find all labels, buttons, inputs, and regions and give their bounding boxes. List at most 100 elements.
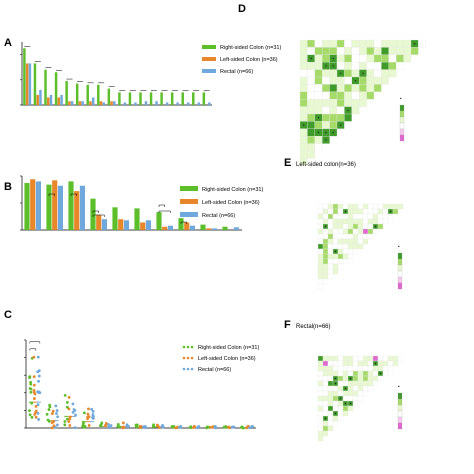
- heatmap-d-legend-gradient: [399, 122, 405, 130]
- heatmap-f-cell: [377, 355, 384, 362]
- heatmap-d-cell: [314, 69, 323, 78]
- panel-c-data-point: [28, 409, 31, 413]
- heatmap-d-cell: [307, 47, 315, 55]
- heatmap-e-cell: [317, 218, 324, 225]
- heatmap-e-cell: [327, 263, 334, 270]
- heatmap-e-significance-dot: [344, 210, 347, 213]
- heatmap-e-cell: [327, 238, 334, 245]
- panel-c-data-point: [34, 415, 38, 419]
- panel-a-bar: [86, 84, 89, 105]
- heatmap-f-significance-dot: [344, 402, 347, 405]
- heatmap-e-cell: [322, 203, 329, 210]
- heatmap-e-legend-gradient: [397, 264, 403, 272]
- heatmap-d-cell: [336, 91, 345, 100]
- panel-c-data-point: [32, 355, 36, 359]
- heatmap-e-cell: [357, 238, 364, 245]
- panel-c-significance-bracket: [29, 348, 37, 351]
- heatmap-d-cell: [366, 69, 375, 78]
- panel-c-data-point: [37, 374, 41, 378]
- heatmap-e-cell: [362, 223, 369, 230]
- heatmap-e-cell: [382, 213, 389, 220]
- heatmap-d-cell: [359, 99, 367, 107]
- heatmap-e-significance-dot: [334, 250, 337, 253]
- panel-c-data-point: [68, 424, 72, 427]
- heatmap-f-cell: [332, 390, 339, 397]
- heatmap-e-cell: [332, 213, 339, 220]
- heatmap-d-cell: [299, 99, 308, 107]
- heatmap-e-cell: [332, 258, 339, 265]
- heatmap-e-cell: [317, 223, 324, 230]
- panel-a-bar: [36, 94, 39, 105]
- heatmap-e-cell: [322, 213, 329, 220]
- heatmap-d-significance-dot: [325, 65, 327, 67]
- panel-c-data-point: [67, 420, 71, 424]
- heatmap-d-significance-dot: [340, 124, 342, 126]
- panel-label-a: A: [4, 37, 12, 49]
- panel-c-data-point: [32, 375, 36, 379]
- panel-c-data-point: [47, 408, 51, 411]
- heatmap-f-cell: [317, 415, 324, 422]
- panel-a-bar: [110, 101, 113, 105]
- heatmap-e-cell: [317, 243, 324, 250]
- heatmap-d-cell: [299, 150, 308, 159]
- heatmap-e-cell: [332, 218, 339, 225]
- heatmap-d-cell: [307, 128, 315, 137]
- heatmap-e-cell: [367, 228, 374, 235]
- heatmap-e-cell: [337, 233, 344, 240]
- heatmap-e-cell: [347, 228, 354, 235]
- heatmap-e-cell: [337, 243, 344, 250]
- panel-c-data-point: [33, 413, 37, 416]
- panel-a-bar: [113, 101, 116, 105]
- panel-label-d: D: [238, 3, 246, 15]
- heatmap-f-cell: [332, 355, 339, 362]
- heatmap-e-cell: [327, 243, 334, 250]
- panel-c-data-point: [55, 412, 58, 415]
- heatmap-d-cell: [336, 47, 345, 55]
- heatmap-d-significance-dot: [332, 131, 334, 134]
- legend-c-rectal-dot-2: [186, 367, 190, 371]
- heatmap-d-cell: [351, 91, 360, 100]
- heatmap-d-cell: [351, 84, 360, 92]
- heatmap-e-significance-dot: [389, 210, 392, 213]
- heatmap-f-cell: [352, 360, 359, 367]
- panel-a-bar: [155, 101, 158, 105]
- heatmap-d-cell: [373, 84, 382, 92]
- heatmap-f-cell: [322, 395, 329, 402]
- heatmap-d-cell: [336, 106, 345, 115]
- heatmap-f-legend-gradient: [397, 398, 403, 406]
- heatmap-d-significance-dot: [317, 117, 320, 119]
- heatmap-d-cell: [307, 99, 315, 107]
- panel-a-bar: [186, 102, 190, 105]
- legend-a-left-swatch: [202, 57, 216, 61]
- heatmap-d-cell: [351, 99, 360, 107]
- panel-c-data-point: [82, 425, 86, 429]
- legend-c-rectal-label: Rectal (n=66): [198, 367, 231, 373]
- heatmap-f-cell: [357, 365, 364, 372]
- heatmap-e-cell: [332, 233, 339, 240]
- panel-b-bar: [140, 222, 146, 230]
- heatmap-d-legend-gradient: [399, 134, 405, 142]
- heatmap-e-cell: [367, 218, 374, 225]
- heatmap-f-cell: [337, 375, 344, 382]
- heatmap-f-significance-dot: [334, 412, 337, 415]
- heatmap-d-legend-gradient: [399, 116, 405, 124]
- panel-e-title: Left-sided colon(n=36): [296, 162, 356, 168]
- legend-a-left-label: Left-sided Colon (n=36): [220, 57, 278, 63]
- heatmap-f-cell: [327, 395, 334, 402]
- heatmap-f-cell: [342, 360, 349, 367]
- heatmap-e-cell: [342, 238, 349, 245]
- heatmap-d-cell: [344, 99, 352, 107]
- legend-c-right-label: Right-sided Colon (n=31): [198, 345, 259, 351]
- legend-b-left-label: Left-sided Colon (n=36): [202, 200, 260, 206]
- heatmap-d-cell: [299, 39, 308, 48]
- panel-c-data-point: [30, 415, 34, 419]
- heatmap-f-cell: [317, 365, 324, 372]
- panel-b-significance-bracket: [70, 193, 77, 196]
- heatmap-e-cell: [347, 248, 354, 255]
- heatmap-f-cell: [362, 355, 369, 362]
- heatmap-f-cell: [392, 360, 399, 367]
- panel-c-data-point: [82, 411, 86, 415]
- heatmap-f-cell: [337, 355, 344, 362]
- panel-c-data-point: [37, 418, 40, 421]
- heatmap-e-cell: [362, 208, 369, 215]
